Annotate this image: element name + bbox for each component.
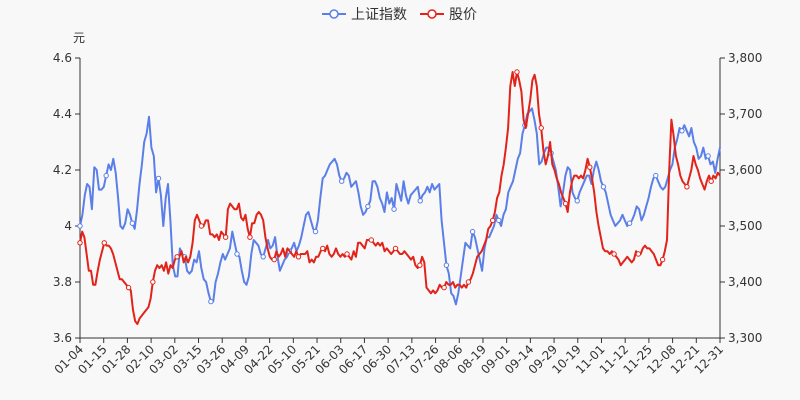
left-y-tick-label: 4.4 — [53, 107, 72, 121]
left-y-tick-label: 3.8 — [53, 275, 72, 289]
series-point — [208, 298, 214, 305]
left-axis-unit: 元 — [73, 31, 85, 45]
legend-label: 上证指数 — [351, 7, 407, 23]
series-point — [174, 254, 180, 260]
series-2 — [77, 69, 721, 325]
series-point — [705, 153, 711, 159]
right-y-tick-label: 3,400 — [728, 275, 762, 289]
series-point — [600, 184, 607, 190]
series-point — [150, 279, 156, 285]
series-point — [611, 251, 617, 257]
series-point — [129, 220, 136, 226]
right-y-axis: 3,300 3,400 3,500 3,600 3,700 3,800 — [720, 51, 762, 345]
left-y-tick-label: 3.6 — [53, 331, 72, 345]
left-y-tick-label: 4 — [64, 219, 72, 233]
legend-marker-icon — [329, 9, 339, 19]
series-point — [653, 172, 659, 179]
legend-item[interactable]: 股价 — [420, 7, 477, 23]
legend-item[interactable]: 上证指数 — [322, 7, 407, 23]
series-point — [247, 234, 253, 240]
series-point — [465, 279, 472, 285]
series-point — [234, 251, 240, 257]
series-point — [489, 217, 496, 224]
legend[interactable]: 上证指数 股价 — [322, 7, 477, 23]
series-point — [514, 69, 520, 75]
left-y-tick-label: 4.2 — [53, 163, 72, 177]
series-point — [392, 245, 399, 252]
axes — [79, 58, 721, 339]
series-point — [684, 184, 690, 190]
series-point — [441, 284, 447, 291]
series-point — [198, 223, 205, 229]
series-point — [469, 228, 476, 235]
legend-marker-icon — [427, 9, 437, 19]
series-line — [79, 107, 721, 306]
series-1 — [77, 107, 721, 306]
series-point — [295, 254, 302, 260]
right-y-tick-label: 3,700 — [728, 107, 762, 121]
series-point — [708, 178, 714, 184]
series-point — [679, 128, 685, 134]
series-point — [417, 198, 423, 204]
series-layer — [77, 69, 721, 325]
series-point — [155, 175, 162, 182]
right-y-tick-label: 3,600 — [728, 163, 762, 177]
series-point — [101, 240, 107, 246]
series-point — [339, 178, 345, 184]
series-point — [587, 164, 593, 170]
right-y-tick-label: 3,800 — [728, 51, 762, 65]
left-y-axis: 3.6 3.8 4 4.2 4.4 4.6 — [53, 51, 80, 345]
series-point — [368, 237, 375, 243]
series-point — [496, 217, 502, 224]
series-point — [125, 284, 132, 291]
series-point — [391, 206, 397, 212]
series-point — [626, 220, 633, 226]
series-point — [320, 245, 326, 252]
series-point — [365, 203, 371, 210]
right-y-tick-label: 3,300 — [728, 331, 762, 345]
series-point — [417, 262, 423, 268]
series-point — [659, 256, 666, 263]
series-point — [222, 234, 229, 240]
series-point — [77, 240, 83, 246]
series-point — [77, 223, 83, 229]
right-y-tick-label: 3,500 — [728, 219, 762, 233]
x-axis: 01-0401-1501-2802-1003-0203-1503-2604-09… — [52, 338, 726, 377]
series-point — [260, 254, 266, 260]
series-point — [538, 125, 544, 131]
series-point — [103, 172, 109, 179]
series-point — [443, 262, 450, 268]
series-point — [312, 228, 319, 235]
series-point — [574, 198, 580, 204]
series-point — [635, 251, 642, 257]
left-y-tick-label: 4.6 — [53, 51, 72, 65]
series-point — [344, 251, 350, 257]
legend-label: 股价 — [449, 7, 477, 23]
series-point — [271, 256, 277, 263]
series-point — [562, 200, 569, 207]
